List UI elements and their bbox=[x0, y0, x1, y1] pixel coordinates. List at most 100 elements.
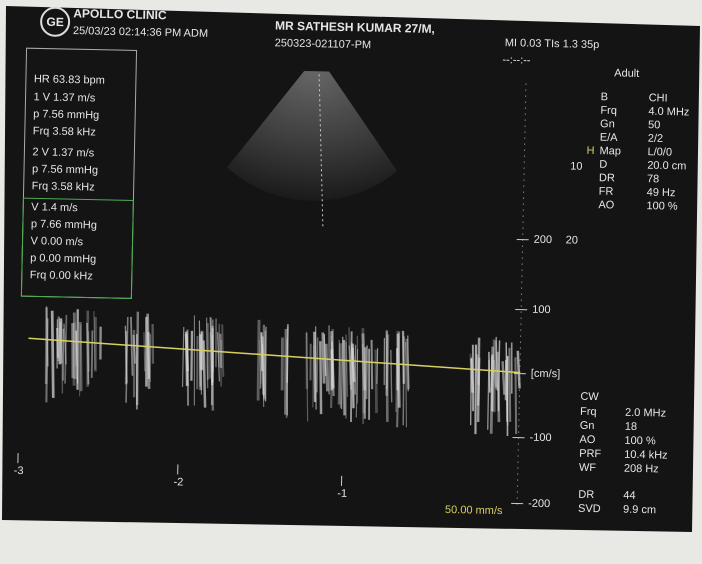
spectrum-stroke bbox=[374, 349, 378, 414]
spectrum-stroke bbox=[401, 330, 405, 384]
spectrum-stroke bbox=[342, 339, 346, 416]
spectrum-stroke bbox=[506, 356, 509, 436]
spectrum-stroke bbox=[125, 316, 129, 403]
exam-id: 250323-021107-PM bbox=[275, 37, 372, 51]
param-value: 100 % bbox=[624, 435, 656, 448]
scan-area bbox=[2, 6, 700, 532]
spectrum-stroke bbox=[132, 329, 136, 398]
spectrum-stroke bbox=[202, 340, 207, 408]
spectrum-stroke bbox=[216, 332, 221, 382]
spectrum-stroke bbox=[181, 326, 185, 388]
param-value: L/0/0 bbox=[647, 146, 672, 159]
spectrum-stroke bbox=[492, 359, 498, 388]
spectrum-stroke bbox=[394, 330, 399, 412]
spectrum-stroke bbox=[516, 350, 521, 389]
cw-params: CW Frq 2.0 MHz Gn 18 AO 100 % PRF 10.4 kHz WF 208 … bbox=[578, 391, 668, 517]
measurement: p 7.56 mmHg bbox=[32, 163, 98, 176]
spectrum-stroke bbox=[354, 344, 357, 395]
param-label: Gn bbox=[580, 420, 595, 432]
spectrum-stroke bbox=[370, 339, 374, 390]
spectrum-stroke bbox=[76, 309, 79, 390]
param-label: SVD bbox=[578, 503, 601, 515]
spectrum-stroke bbox=[209, 332, 212, 379]
spectrum-stroke bbox=[337, 343, 342, 405]
param-value: 2.0 MHz bbox=[625, 407, 666, 420]
spectrum-stroke bbox=[78, 322, 83, 392]
spectrum-stroke bbox=[495, 336, 499, 391]
spectrum-stroke bbox=[501, 361, 506, 395]
scale-label: -200 bbox=[528, 498, 550, 510]
spectrum-stroke bbox=[338, 339, 342, 408]
measurement: p 7.56 mmHg bbox=[33, 108, 99, 121]
spectrum-stroke bbox=[212, 319, 214, 372]
spectrum-stroke bbox=[345, 334, 349, 397]
param-value: 208 Hz bbox=[624, 463, 659, 476]
spectrum-stroke bbox=[321, 332, 326, 384]
spectrum-stroke bbox=[315, 326, 317, 410]
spectrum-stroke bbox=[494, 340, 498, 390]
spectrum-stroke bbox=[396, 333, 401, 408]
param-label: Map bbox=[599, 145, 621, 157]
spectrum-stroke bbox=[221, 324, 225, 377]
spectrum-stroke bbox=[198, 320, 201, 387]
spectrum-stroke bbox=[220, 340, 223, 387]
param-label: DR bbox=[599, 172, 615, 184]
param-value: 2/2 bbox=[648, 133, 664, 145]
spectrum-stroke bbox=[50, 310, 55, 398]
spectrum-stroke bbox=[348, 345, 352, 390]
measurement: 2 V 1.37 m/s bbox=[32, 146, 94, 159]
spectrum-stroke bbox=[218, 323, 221, 368]
spectrum-stroke bbox=[93, 311, 96, 370]
spectrum-stroke bbox=[198, 333, 203, 391]
spectrum-stroke bbox=[151, 324, 155, 364]
spectrum-stroke bbox=[56, 319, 59, 369]
measurement: 1 V 1.37 m/s bbox=[33, 91, 95, 104]
spectrum-stroke bbox=[508, 347, 512, 422]
spectrum-stroke bbox=[345, 341, 347, 419]
spectrum-stroke bbox=[210, 334, 214, 406]
index: MI 0.03 TIs 1.3 35p bbox=[505, 37, 600, 51]
spectrum-stroke bbox=[94, 316, 97, 372]
patient: MR SATHESH KUMAR 27/M, bbox=[275, 19, 435, 36]
scale-label: -100 bbox=[529, 432, 551, 444]
spectrum-stroke bbox=[45, 318, 49, 403]
spectrum-stroke bbox=[340, 336, 344, 410]
measurement: Frq 3.58 kHz bbox=[33, 125, 96, 138]
sweep-speed: 50.00 mm/s bbox=[445, 504, 503, 517]
param-value: 78 bbox=[647, 173, 659, 185]
spectrum-stroke bbox=[64, 314, 68, 384]
spectrum-stroke bbox=[490, 354, 494, 412]
spectrum-stroke bbox=[44, 307, 48, 384]
spectrum-stroke bbox=[280, 337, 284, 391]
spectrum-stroke bbox=[59, 322, 63, 364]
spectrum-stroke bbox=[258, 339, 262, 385]
spectrum-stroke bbox=[497, 340, 501, 412]
clinic: APOLLO CLINIC bbox=[73, 6, 167, 22]
spectrum-stroke bbox=[90, 330, 94, 378]
time-label: -1 bbox=[337, 488, 347, 500]
spectrum-stroke bbox=[368, 348, 371, 420]
spectrum-stroke bbox=[356, 335, 358, 404]
param-value: 100 % bbox=[646, 200, 678, 213]
spectrum-stroke bbox=[58, 318, 63, 365]
scale-label: [cm/s] bbox=[531, 368, 561, 381]
baseline bbox=[28, 337, 520, 374]
spectrum-stroke bbox=[87, 331, 90, 372]
param-label: FR bbox=[599, 186, 614, 198]
param-label: B bbox=[601, 91, 609, 103]
param-value: 18 bbox=[625, 421, 637, 433]
logo: GE bbox=[46, 15, 64, 29]
measurement: Frq 0.00 kHz bbox=[30, 269, 93, 282]
param-label: D bbox=[599, 159, 607, 171]
spectrum-stroke bbox=[219, 333, 223, 369]
depth-mark: 10 bbox=[570, 160, 582, 172]
spectrum-stroke bbox=[75, 329, 78, 366]
spectrum-stroke bbox=[132, 334, 137, 364]
param-label: DR bbox=[578, 489, 594, 501]
spectrum-stroke bbox=[265, 326, 267, 402]
param-value: 4.0 MHz bbox=[648, 106, 689, 119]
measurement: Frq 3.58 kHz bbox=[32, 180, 95, 193]
param-value: 44 bbox=[623, 490, 635, 502]
spectrum-stroke bbox=[147, 332, 150, 379]
preset: Adult bbox=[614, 67, 639, 80]
